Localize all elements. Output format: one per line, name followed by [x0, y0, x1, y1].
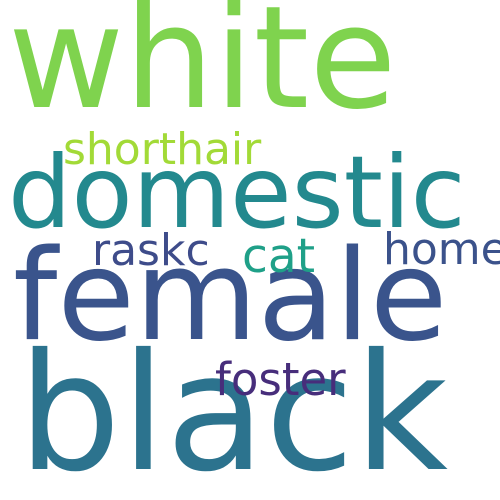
word-foster: foster — [215, 353, 346, 406]
word-female: female — [13, 222, 448, 369]
word-cat: cat — [242, 229, 316, 284]
word-raskc: raskc — [92, 225, 210, 276]
word-white: white — [8, 0, 397, 141]
word-black: black — [18, 320, 448, 500]
word-home: home — [383, 224, 500, 275]
word-shorthair: shorthair — [63, 124, 262, 175]
word-domestic: domestic — [8, 134, 466, 251]
